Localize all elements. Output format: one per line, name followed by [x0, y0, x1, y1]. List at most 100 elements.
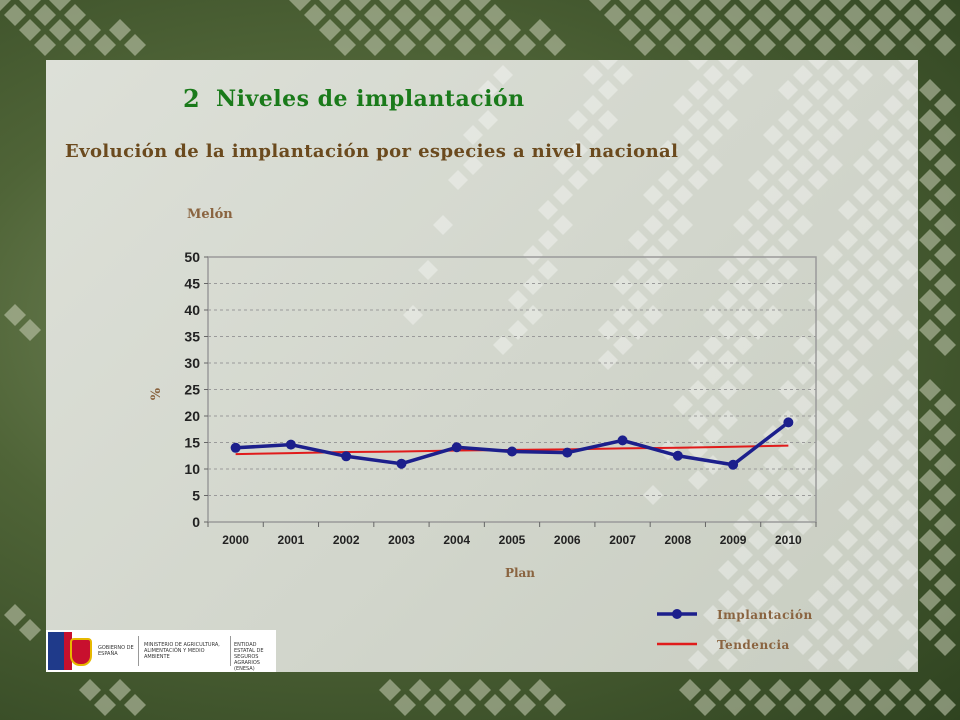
tile-diamond	[808, 410, 828, 430]
tile-diamond	[598, 350, 618, 370]
tile-diamond	[613, 65, 633, 85]
tile-diamond	[808, 320, 828, 340]
tile-diamond	[778, 530, 798, 550]
tile-diamond	[868, 110, 888, 130]
tile-diamond	[598, 110, 618, 130]
chart-title: Melón	[187, 207, 233, 222]
tile-diamond	[868, 560, 888, 580]
tile-diamond	[934, 334, 956, 356]
tile-diamond	[919, 589, 941, 611]
tile-diamond	[514, 34, 536, 56]
implantacion-point	[230, 442, 241, 453]
tile-diamond	[853, 635, 873, 655]
tile-diamond	[19, 619, 41, 641]
tile-diamond	[829, 19, 851, 41]
tile-diamond	[868, 620, 888, 640]
tile-diamond	[529, 19, 551, 41]
tile-diamond	[19, 0, 41, 11]
tile-diamond	[643, 185, 663, 205]
tile-diamond	[748, 470, 768, 490]
tile-diamond	[733, 335, 753, 355]
tile-diamond	[919, 499, 941, 521]
implantacion-point	[396, 458, 407, 469]
tile-diamond	[883, 125, 903, 145]
tile-diamond	[919, 229, 941, 251]
tile-diamond	[823, 125, 843, 145]
tile-diamond	[823, 575, 843, 595]
tile-diamond	[478, 110, 498, 130]
tile-diamond	[793, 455, 813, 475]
tile-diamond	[853, 185, 873, 205]
tile-diamond	[808, 440, 828, 460]
tile-diamond	[733, 605, 753, 625]
tile-diamond	[919, 409, 941, 431]
tile-diamond	[748, 500, 768, 520]
tile-diamond	[688, 60, 708, 70]
y-tick-label: 15	[184, 435, 200, 451]
tile-diamond	[898, 140, 918, 160]
panel-tile-pattern	[403, 60, 918, 670]
tile-diamond	[589, 0, 611, 11]
tile-diamond	[694, 694, 716, 716]
tile-diamond	[718, 410, 738, 430]
tile-diamond	[853, 275, 873, 295]
tile-diamond	[913, 400, 918, 410]
tile-diamond	[454, 34, 476, 56]
tile-diamond	[934, 394, 956, 416]
tile-diamond	[808, 140, 828, 160]
tile-diamond	[703, 65, 723, 85]
footer-logos: GOBIERNO DE ESPAÑA MINISTERIO DE AGRICUL…	[46, 630, 276, 672]
tile-diamond	[568, 140, 588, 160]
implantacion-point	[285, 439, 296, 450]
tile-diamond	[808, 170, 828, 190]
tile-diamond	[598, 320, 618, 340]
tile-diamond	[724, 4, 746, 26]
tile-diamond	[628, 230, 648, 250]
tile-diamond	[934, 694, 956, 716]
tile-diamond	[688, 170, 708, 190]
tile-diamond	[763, 275, 783, 295]
tile-diamond	[823, 455, 843, 475]
tile-diamond	[523, 245, 543, 265]
tile-diamond	[808, 80, 828, 100]
tile-diamond	[898, 380, 918, 400]
tile-diamond	[469, 679, 491, 701]
tile-diamond	[808, 110, 828, 130]
tile-diamond	[79, 19, 101, 41]
tile-diamond	[394, 34, 416, 56]
tile-diamond	[64, 4, 86, 26]
tile-diamond	[913, 220, 918, 230]
x-tick-label: 2002	[333, 533, 360, 547]
tile-diamond	[538, 260, 558, 280]
tile-diamond	[778, 170, 798, 190]
tile-diamond	[673, 155, 693, 175]
tile-diamond	[898, 620, 918, 640]
tile-diamond	[934, 544, 956, 566]
tile-diamond	[919, 439, 941, 461]
tile-diamond	[733, 275, 753, 295]
tile-diamond	[718, 110, 738, 130]
tile-diamond	[484, 34, 506, 56]
tile-diamond	[763, 545, 783, 565]
tile-diamond	[793, 125, 813, 145]
tile-diamond	[718, 380, 738, 400]
tile-diamond	[883, 425, 903, 445]
tile-diamond	[919, 559, 941, 581]
tile-diamond	[808, 380, 828, 400]
tile-diamond	[694, 34, 716, 56]
tile-diamond	[748, 290, 768, 310]
tile-diamond	[838, 530, 858, 550]
y-tick-label: 5	[192, 488, 200, 504]
tile-diamond	[658, 140, 678, 160]
tile-diamond	[703, 395, 723, 415]
tile-diamond	[469, 0, 491, 11]
tile-diamond	[0, 0, 11, 11]
tile-diamond	[934, 424, 956, 446]
tile-diamond	[634, 4, 656, 26]
tile-diamond	[778, 140, 798, 160]
tile-diamond	[643, 245, 663, 265]
tile-diamond	[778, 380, 798, 400]
tile-diamond	[4, 4, 26, 26]
tile-diamond	[823, 155, 843, 175]
